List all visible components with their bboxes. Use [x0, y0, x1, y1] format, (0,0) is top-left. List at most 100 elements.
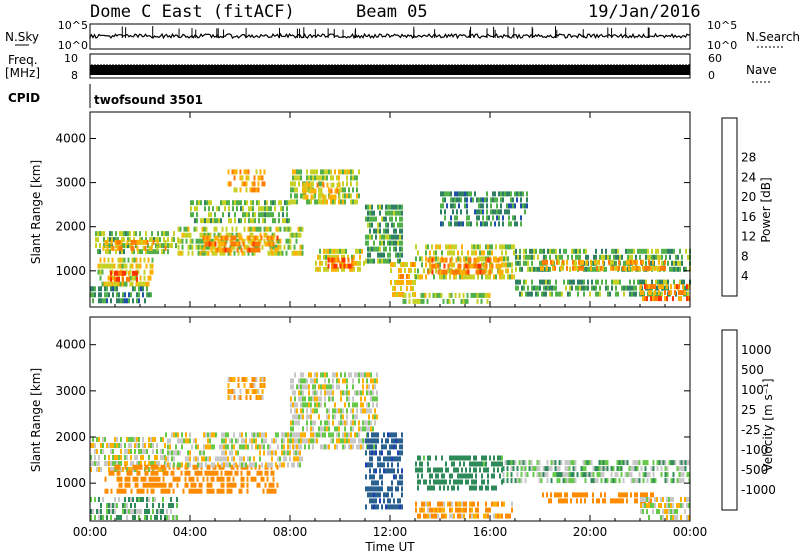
- data-cell: [166, 509, 168, 514]
- data-cell: [475, 467, 477, 473]
- data-cell: [473, 244, 475, 250]
- data-cell: [387, 468, 389, 474]
- data-cell: [506, 478, 509, 484]
- data-cell: [228, 200, 230, 206]
- data-cell: [283, 432, 285, 438]
- data-cell: [112, 443, 114, 448]
- data-cell: [328, 390, 330, 396]
- data-cell: [391, 240, 393, 246]
- data-cell: [346, 438, 348, 444]
- data-cell: [338, 408, 340, 414]
- data-cell: [140, 239, 143, 245]
- data-cell: [205, 250, 208, 256]
- data-cell: [670, 515, 672, 520]
- data-cell: [489, 257, 492, 263]
- data-cell: [234, 235, 237, 241]
- data-cell: [531, 266, 533, 272]
- data-cell: [189, 244, 192, 250]
- data-cell: [626, 259, 628, 265]
- data-cell: [425, 256, 427, 262]
- data-cell: [441, 479, 443, 485]
- data-cell: [601, 279, 603, 285]
- data-cell: [318, 402, 320, 408]
- data-cell: [607, 291, 609, 297]
- data-cell: [573, 248, 575, 254]
- data-cell: [634, 492, 636, 498]
- data-cell: [539, 279, 541, 285]
- data-cell: [261, 395, 264, 400]
- data-cell: [266, 488, 269, 494]
- data-cell: [642, 472, 645, 478]
- data-cell: [414, 262, 416, 267]
- data-cell: [620, 460, 623, 466]
- data-cell: [265, 226, 268, 232]
- data-cell: [354, 420, 356, 426]
- data-cell: [203, 444, 205, 450]
- data-cell: [199, 238, 202, 244]
- data-cell: [290, 438, 292, 444]
- data-cell: [158, 482, 161, 488]
- data-cell: [187, 450, 189, 456]
- data-cell: [400, 280, 402, 285]
- data-cell: [448, 191, 450, 197]
- data-cell: [143, 257, 146, 263]
- data-cell: [302, 390, 304, 396]
- data-cell: [118, 488, 121, 494]
- data-cell: [678, 460, 681, 466]
- data-cell: [188, 476, 191, 482]
- data-cell: [330, 194, 333, 200]
- data-cell: [246, 482, 249, 488]
- data-cell: [508, 460, 511, 466]
- data-cell: [501, 262, 503, 268]
- data-cell: [244, 200, 246, 206]
- data-cell: [509, 262, 511, 268]
- data-cell: [492, 215, 494, 221]
- data-cell: [473, 501, 475, 507]
- data-cell: [279, 244, 282, 250]
- data-cell: [479, 485, 481, 491]
- data-cell: [146, 292, 148, 298]
- data-cell: [676, 509, 678, 514]
- data-cell: [350, 438, 352, 444]
- data-cell: [358, 372, 360, 378]
- data-cell: [459, 269, 462, 275]
- data-cell: [486, 221, 488, 227]
- data-cell: [110, 509, 112, 514]
- data-cell: [259, 232, 262, 238]
- data-cell: [234, 218, 236, 224]
- data-cell: [666, 509, 668, 514]
- data-cell: [529, 254, 531, 260]
- data-cell: [372, 384, 374, 390]
- data-cell: [372, 378, 374, 384]
- data-cell: [524, 478, 527, 484]
- data-cell: [312, 175, 314, 181]
- data-cell: [100, 292, 102, 298]
- data-cell: [565, 248, 567, 254]
- data-cell: [597, 279, 599, 285]
- data-cell: [435, 256, 437, 262]
- data-cell: [471, 250, 473, 256]
- data-cell: [514, 203, 516, 209]
- data-cell: [385, 504, 387, 510]
- data-cell: [658, 296, 660, 302]
- data-cell: [290, 193, 292, 199]
- data-cell: [235, 169, 238, 175]
- data-cell: [510, 472, 513, 478]
- data-cell: [222, 488, 225, 494]
- data-cell: [372, 414, 374, 420]
- data-cell: [626, 498, 628, 504]
- data-cell: [455, 244, 457, 250]
- data-cell: [297, 456, 299, 462]
- data-cell: [383, 468, 385, 474]
- data-cell: [281, 444, 283, 450]
- data-cell: [582, 472, 585, 478]
- data-cell: [441, 507, 443, 513]
- data-cell: [121, 281, 124, 287]
- data-cell: [376, 402, 378, 408]
- data-cell: [439, 244, 441, 250]
- data-cell: [130, 443, 132, 448]
- data-cell: [421, 507, 423, 513]
- data-cell: [221, 250, 224, 256]
- data-cell: [585, 254, 587, 260]
- data-cell: [620, 492, 622, 498]
